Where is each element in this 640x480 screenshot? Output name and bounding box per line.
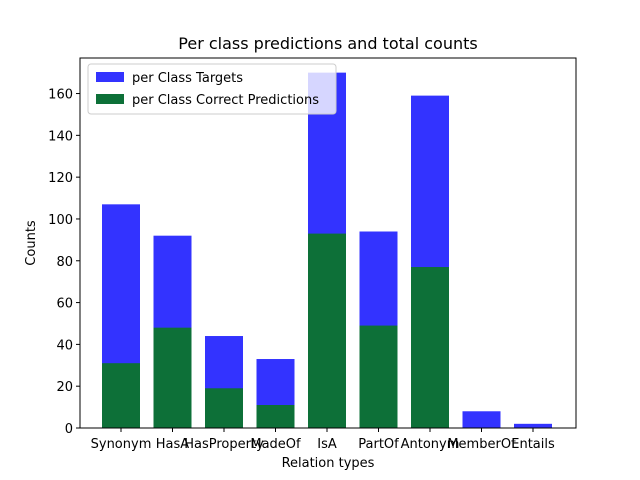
bar-correct-partof (359, 325, 398, 428)
y-axis: 0 20 40 60 80 100 120 140 160 (48, 88, 80, 437)
bar-correct-hasproperty (205, 388, 243, 428)
legend: per Class Targets per Class Correct Predi… (87, 63, 337, 115)
bar-correct-synonym (102, 363, 140, 428)
x-tick-label: Synonym (91, 437, 152, 452)
x-tick-label: IsA (317, 437, 337, 452)
bar-targets-entails (514, 423, 552, 428)
y-tick-label: 20 (56, 380, 73, 395)
x-tick-label: HasA (156, 437, 190, 452)
legend-swatch (96, 72, 124, 82)
x-tick-label: HasProperty (184, 437, 264, 452)
y-tick-label: 40 (56, 338, 73, 353)
bar-correct-isa (308, 233, 346, 428)
legend-box (87, 63, 337, 115)
x-tick-label: Entails (511, 437, 555, 452)
x-tick-label: MemberOf (447, 437, 516, 452)
legend-label: per Class Targets (132, 71, 243, 86)
bar-correct-antonym (411, 267, 449, 428)
x-tick-label: MadeOf (250, 437, 301, 452)
chart-title: Per class predictions and total counts (178, 34, 477, 53)
y-tick-label: 100 (48, 213, 73, 228)
y-tick-label: 60 (56, 297, 73, 312)
x-tick-label: Antonym (401, 437, 460, 452)
y-tick-label: 80 (56, 255, 73, 270)
y-tick-label: 140 (48, 129, 73, 144)
x-axis-title: Relation types (282, 456, 375, 471)
y-tick-label: 120 (48, 171, 73, 186)
y-tick-label: 0 (65, 422, 73, 437)
legend-swatch (96, 94, 124, 104)
bars-group (102, 72, 552, 429)
bar-targets-memberof (462, 411, 501, 428)
bar-correct-hasa (153, 327, 192, 428)
y-axis-title: Counts (24, 220, 39, 266)
x-tick-label: PartOf (358, 437, 399, 452)
legend-label: per Class Correct Predictions (132, 93, 319, 108)
bar-correct-madeof (256, 405, 295, 428)
y-tick-label: 160 (48, 88, 73, 103)
plot-frame (79, 57, 577, 429)
